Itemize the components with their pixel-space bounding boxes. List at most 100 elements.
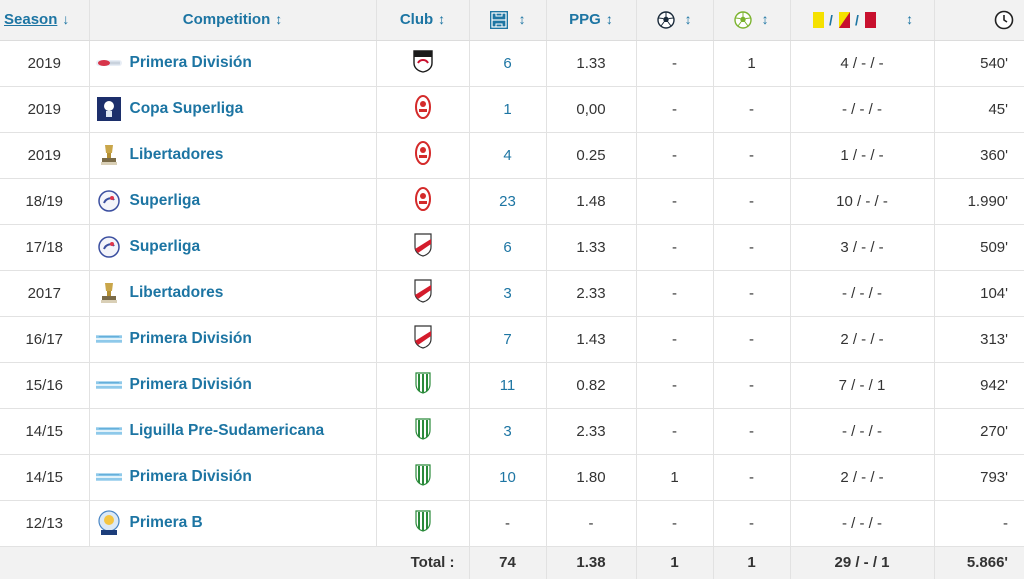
ppg-cell: 0.25 <box>546 132 637 179</box>
colo-colo-crest[interactable] <box>412 49 434 77</box>
sort-down-icon: ↓ <box>62 11 70 28</box>
appearances-link[interactable]: 10 <box>499 468 516 486</box>
goals-cell: - <box>636 408 714 455</box>
appearances-link[interactable]: 3 <box>503 284 512 302</box>
huracan-crest[interactable] <box>414 187 431 215</box>
season-cell: 18/19 <box>0 178 90 225</box>
assists-header[interactable]: ↕ <box>713 0 791 41</box>
competition-cell: Libertadores <box>89 132 377 179</box>
competition-header-label: Competition <box>182 11 271 29</box>
total-label: Total : <box>0 545 470 579</box>
competition-header[interactable]: Competition ↕ <box>89 0 377 41</box>
season-header-label: Season <box>4 11 58 29</box>
appearances-link[interactable]: 1 <box>503 100 512 118</box>
competition-cell: Primera División <box>89 362 377 409</box>
club-cell <box>376 316 470 363</box>
club-cell <box>376 362 470 409</box>
competition-link[interactable]: Primera División <box>129 54 252 71</box>
competition-cell: Primera División <box>89 454 377 501</box>
cards-cell: - / - / - <box>790 270 935 317</box>
minutes-cell: 45' <box>934 86 1024 133</box>
ppg-cell: 1.33 <box>546 40 637 87</box>
competition-link[interactable]: Libertadores <box>129 146 224 163</box>
appearances-cell: 7 <box>469 316 547 363</box>
appearances-cell: 11 <box>469 362 547 409</box>
table-row: 18/19 Superliga 23 1.48- -10 / - / -1.990' <box>0 178 1024 225</box>
primera-division-argentina-logo[interactable] <box>95 326 122 352</box>
table-row: 15/16 Primera División 11 0.82- -7 / - / 1 94… <box>0 362 1024 409</box>
competition-link[interactable]: Copa Superliga <box>129 100 244 117</box>
cards-icon: / / <box>811 11 901 28</box>
club-header-label: Club <box>399 11 434 29</box>
cards-cell: 7 / - / 1 <box>790 362 935 409</box>
river-plate-crest[interactable] <box>413 279 432 307</box>
cards-cell: 3 / - / - <box>790 224 935 271</box>
goals-header[interactable]: ↕ <box>636 0 714 41</box>
competition-cell: Libertadores <box>89 270 377 317</box>
competition-link[interactable]: Superliga <box>129 238 201 255</box>
ppg-cell: - <box>546 500 637 547</box>
appearances-link[interactable]: 6 <box>503 238 512 256</box>
banfield-crest[interactable] <box>414 510 431 536</box>
club-header[interactable]: Club ↕ <box>376 0 470 41</box>
appearances-link[interactable]: 11 <box>499 376 516 394</box>
competition-link[interactable]: Primera División <box>129 330 252 347</box>
season-cell: 15/16 <box>0 362 90 409</box>
huracan-crest[interactable] <box>414 141 431 169</box>
banfield-crest[interactable] <box>414 464 431 490</box>
ppg-header[interactable]: PPG ↕ <box>546 0 637 41</box>
goals-cell: - <box>636 178 714 225</box>
competition-link[interactable]: Primera División <box>129 376 252 393</box>
cards-cell: - / - / - <box>790 500 935 547</box>
libertadores-trophy-logo[interactable] <box>96 280 122 306</box>
appearances-link[interactable]: 3 <box>503 422 512 440</box>
competition-link[interactable]: Primera División <box>129 468 252 485</box>
competition-cell: Primera División <box>89 40 377 87</box>
primera-division-argentina-logo[interactable] <box>95 464 122 490</box>
goals-cell: - <box>636 270 714 317</box>
svg-text:/: / <box>855 12 859 28</box>
primera-division-chile-logo[interactable] <box>95 50 122 76</box>
club-cell <box>376 86 470 133</box>
season-header[interactable]: Season ↓ <box>0 0 90 41</box>
season-cell: 14/15 <box>0 454 90 501</box>
minutes-header[interactable] <box>934 0 1024 41</box>
primera-b-nacional-logo[interactable] <box>96 510 122 536</box>
superliga-logo[interactable] <box>96 188 122 214</box>
assists-cell: - <box>713 132 791 179</box>
primera-division-argentina-logo[interactable] <box>95 372 122 398</box>
superliga-logo[interactable] <box>96 234 122 260</box>
cards-cell: 4 / - / - <box>790 40 935 87</box>
primera-division-argentina-logo[interactable] <box>95 418 122 444</box>
appearances-link[interactable]: 23 <box>499 192 516 210</box>
ppg-cell: 1.43 <box>546 316 637 363</box>
appearances-link[interactable]: 6 <box>503 54 512 72</box>
competition-link[interactable]: Liguilla Pre-Sudamericana <box>129 422 325 439</box>
competition-link[interactable]: Libertadores <box>129 284 224 301</box>
ppg-cell: 0,00 <box>546 86 637 133</box>
season-cell: 17/18 <box>0 224 90 271</box>
sort-icon: ↕ <box>684 10 692 27</box>
river-plate-crest[interactable] <box>413 325 432 353</box>
competition-link[interactable]: Superliga <box>129 192 201 209</box>
appearances-link[interactable]: 7 <box>503 330 512 348</box>
assists-cell: - <box>713 86 791 133</box>
appearances-link[interactable]: 4 <box>503 146 512 164</box>
banfield-crest[interactable] <box>414 372 431 398</box>
minutes-clock-icon <box>994 10 1014 30</box>
season-cell: 16/17 <box>0 316 90 363</box>
goals-cell: - <box>636 500 714 547</box>
river-plate-crest[interactable] <box>413 233 432 261</box>
appearances-cell: 6 <box>469 40 547 87</box>
goals-cell: 1 <box>636 454 714 501</box>
appearances-header[interactable]: ↕ <box>469 0 547 41</box>
libertadores-trophy-logo[interactable] <box>96 142 122 168</box>
banfield-crest[interactable] <box>414 418 431 444</box>
competition-link[interactable]: Primera B <box>129 514 203 531</box>
minutes-cell: 270' <box>934 408 1024 455</box>
huracan-crest[interactable] <box>414 95 431 123</box>
assists-cell: - <box>713 454 791 501</box>
copa-superliga-logo[interactable] <box>96 96 122 122</box>
assists-icon <box>734 11 756 29</box>
cards-header[interactable]: / / ↕ <box>790 0 935 41</box>
